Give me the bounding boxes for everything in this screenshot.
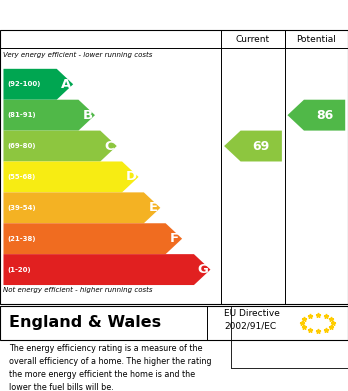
- Polygon shape: [3, 161, 139, 192]
- Text: 86: 86: [316, 109, 333, 122]
- Polygon shape: [287, 100, 345, 131]
- Text: A: A: [61, 78, 71, 91]
- Text: (21-38): (21-38): [8, 236, 36, 242]
- Text: D: D: [126, 170, 137, 183]
- Text: B: B: [82, 109, 93, 122]
- Text: Very energy efficient - lower running costs: Very energy efficient - lower running co…: [3, 52, 153, 58]
- Polygon shape: [224, 131, 282, 161]
- Polygon shape: [3, 131, 117, 161]
- Polygon shape: [3, 254, 211, 285]
- Text: (39-54): (39-54): [8, 205, 36, 211]
- Text: 69: 69: [253, 140, 270, 152]
- Polygon shape: [3, 223, 182, 254]
- Text: (92-100): (92-100): [8, 81, 41, 87]
- Polygon shape: [3, 69, 73, 100]
- Text: E: E: [148, 201, 158, 214]
- Text: (55-68): (55-68): [8, 174, 36, 180]
- Text: Not energy efficient - higher running costs: Not energy efficient - higher running co…: [3, 287, 153, 293]
- Polygon shape: [3, 192, 160, 223]
- Text: Potential: Potential: [296, 35, 336, 44]
- Text: EU Directive
2002/91/EC: EU Directive 2002/91/EC: [224, 309, 280, 331]
- Text: England & Wales: England & Wales: [9, 316, 161, 330]
- Text: (81-91): (81-91): [8, 112, 36, 118]
- Text: F: F: [170, 232, 179, 245]
- Text: The energy efficiency rating is a measure of the
overall efficiency of a home. T: The energy efficiency rating is a measur…: [9, 344, 211, 391]
- Text: (69-80): (69-80): [8, 143, 36, 149]
- Text: C: C: [104, 140, 114, 152]
- Text: G: G: [198, 263, 208, 276]
- Polygon shape: [3, 100, 95, 131]
- Text: (1-20): (1-20): [8, 267, 31, 273]
- Text: Current: Current: [236, 35, 270, 44]
- Text: Energy Efficiency Rating: Energy Efficiency Rating: [9, 8, 219, 23]
